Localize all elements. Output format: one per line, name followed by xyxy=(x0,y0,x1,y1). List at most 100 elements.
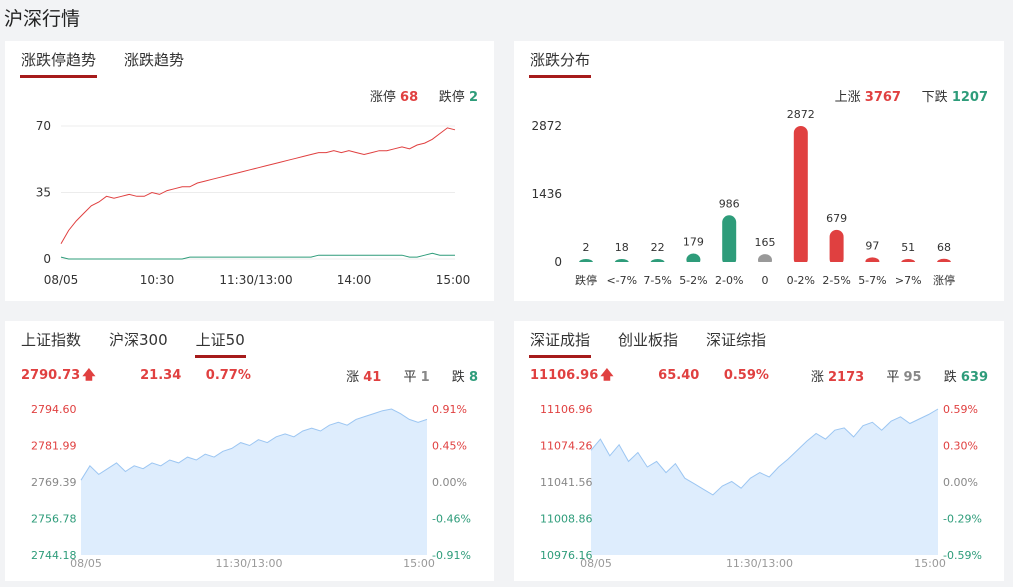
x-tick-label: 15:00 xyxy=(436,273,471,287)
bar-value-label: 986 xyxy=(719,197,740,210)
up-arrow-icon: 🡅 xyxy=(600,368,614,383)
y-tick-label-left: 11106.96 xyxy=(540,403,593,416)
x-tick-label: 08/05 xyxy=(44,273,79,287)
x-tick-label: 08/05 xyxy=(580,557,612,570)
x-tick-label: 7-5% xyxy=(643,274,671,287)
distribution-chart: 2872 1436 0 2 跌停 18 <-7% 22 7-5% 179 5-2% 986 2-0% 16… xyxy=(531,108,994,287)
sz-change: 65.40 xyxy=(658,368,700,383)
page-title: 沪深行情 xyxy=(4,8,81,30)
y-tick-label-right: -0.46% xyxy=(432,513,471,526)
tab-rise-fall-trend[interactable]: 涨跌趋势 xyxy=(124,51,185,69)
x-tick-label: 跌停 xyxy=(575,273,597,287)
limit-trend-tabs: 涨跌停趋势 涨跌趋势 xyxy=(19,49,185,78)
y-tick-label: 70 xyxy=(36,119,51,133)
tab-limit-trend[interactable]: 涨跌停趋势 xyxy=(19,49,98,78)
x-tick-label: 11:30/13:00 xyxy=(219,273,292,287)
y-tick-label: 1436 xyxy=(531,187,562,201)
y-tick-label-left: 11008.86 xyxy=(540,513,593,526)
sh-up-count: 涨 41 xyxy=(346,370,382,385)
x-tick-label: 2-5% xyxy=(822,274,850,287)
bar-value-label: 68 xyxy=(937,241,951,254)
bar xyxy=(793,126,808,266)
sh-quote-row: 2790.73 🡅 21.34 0.77% 涨 41 平 1 跌 8 xyxy=(21,366,478,388)
tab-chinext[interactable]: 创业板指 xyxy=(618,331,679,349)
bar-value-label: 18 xyxy=(615,241,629,254)
price-area xyxy=(81,409,427,555)
tab-sh-composite[interactable]: 上证指数 xyxy=(21,331,82,349)
tab-sz-composite[interactable]: 深证综指 xyxy=(706,331,767,349)
bar-value-label: 22 xyxy=(651,241,665,254)
limit-trend-panel: 涨跌停趋势 涨跌趋势 涨停 68 跌停 2 70 35 0 08/05 10:30 11:… xyxy=(5,41,494,301)
fall-value: 1207 xyxy=(951,90,988,105)
series-line-limit-up xyxy=(60,127,456,245)
tab-sz-component[interactable]: 深证成指 xyxy=(528,329,592,358)
series-line-limit-down xyxy=(60,252,455,260)
tab-sse50[interactable]: 上证50 xyxy=(194,329,246,358)
sh-change: 21.34 xyxy=(140,368,182,383)
fall-label: 下跌 xyxy=(921,90,948,105)
sh-index-tabs: 上证指数 沪深300 上证50 xyxy=(21,329,246,358)
x-tick-label: 0 xyxy=(762,274,769,287)
distribution-tabs: 涨跌分布 xyxy=(528,49,592,78)
bar-value-label: 179 xyxy=(683,236,704,249)
sh-price: 2790.73 🡅 xyxy=(21,368,116,383)
x-tick-label: 0-2% xyxy=(787,274,815,287)
sh-change-pct: 0.77% xyxy=(205,368,251,383)
x-tick-label: 5-2% xyxy=(679,274,707,287)
x-tick-label: 10:30 xyxy=(140,273,175,287)
sz-down-count: 跌 639 xyxy=(943,370,988,385)
sz-index-panel: 深证成指 创业板指 深证综指 11106.96 🡅 65.40 0.59% 涨 2… xyxy=(514,321,1004,581)
y-tick-label-right: 0.91% xyxy=(432,403,467,416)
x-tick-label: >7% xyxy=(895,274,922,287)
distribution-panel: 涨跌分布 上涨 3767 下跌 1207 2872 1436 0 2 跌停 18 <-7% 2… xyxy=(514,41,1004,301)
bar-value-label: 2872 xyxy=(787,108,815,121)
y-tick-label-right: 0.30% xyxy=(943,440,978,453)
y-tick-label-right: 0.45% xyxy=(432,440,467,453)
x-tick-label: 2-0% xyxy=(715,274,743,287)
y-tick-label-left: 2744.18 xyxy=(31,549,77,562)
x-tick-label: 11:30/13:00 xyxy=(215,557,282,570)
x-tick-label: 11:30/13:00 xyxy=(726,557,793,570)
y-tick-label: 0 xyxy=(554,255,562,269)
limit-down-value: 2 xyxy=(468,90,478,105)
y-tick-label-right: -0.91% xyxy=(432,549,471,562)
y-tick-label-right: -0.29% xyxy=(943,513,982,526)
y-tick-label-left: 11074.26 xyxy=(540,440,593,453)
sz-index-chart: 11106.96 11074.26 11041.56 11008.86 10976.16… xyxy=(540,403,982,570)
limit-trend-chart: 70 35 0 08/05 10:30 11:30/13:00 14:00 15:00 xyxy=(36,119,471,287)
y-tick-label-left: 2756.78 xyxy=(31,513,77,526)
tab-distribution[interactable]: 涨跌分布 xyxy=(528,49,592,78)
bar-value-label: 679 xyxy=(826,212,847,225)
sz-quote-row: 11106.96 🡅 65.40 0.59% 涨 2173 平 95 跌 639 xyxy=(530,366,988,388)
rise-value: 3767 xyxy=(864,90,901,105)
y-tick-label-left: 2769.39 xyxy=(31,476,77,489)
y-tick-label: 2872 xyxy=(531,119,562,133)
bar-value-label: 51 xyxy=(901,241,915,254)
x-tick-label: <-7% xyxy=(606,274,637,287)
y-tick-label: 0 xyxy=(43,252,51,266)
bar xyxy=(722,215,737,266)
x-tick-label: 15:00 xyxy=(914,557,946,570)
sh-down-count: 跌 8 xyxy=(451,370,478,385)
sz-price: 11106.96 🡅 xyxy=(530,368,634,383)
sz-index-tabs: 深证成指 创业板指 深证综指 xyxy=(528,329,767,358)
rise-fall-counts: 上涨 3767 下跌 1207 xyxy=(835,86,988,105)
y-tick-label-right: 0.00% xyxy=(432,476,467,489)
bar-value-label: 2 xyxy=(583,241,590,254)
x-tick-label: 08/05 xyxy=(70,557,102,570)
y-tick-label: 35 xyxy=(36,186,51,200)
sz-change-pct: 0.59% xyxy=(723,368,769,383)
limit-up-label: 涨停 xyxy=(369,90,396,105)
bar-baseline-mask xyxy=(574,262,994,268)
y-tick-label-right: 0.59% xyxy=(943,403,978,416)
x-tick-label: 15:00 xyxy=(403,557,435,570)
price-line xyxy=(80,408,428,481)
x-tick-label: 5-7% xyxy=(858,274,886,287)
rise-label: 上涨 xyxy=(834,90,861,105)
tab-csi300[interactable]: 沪深300 xyxy=(109,331,168,349)
sh-flat-count: 平 1 xyxy=(403,370,430,385)
bar-value-label: 165 xyxy=(755,236,776,249)
sz-flat-count: 平 95 xyxy=(886,370,922,385)
sh-index-panel: 上证指数 沪深300 上证50 2790.73 🡅 21.34 0.77% 涨 4… xyxy=(5,321,494,581)
price-area xyxy=(591,409,938,555)
